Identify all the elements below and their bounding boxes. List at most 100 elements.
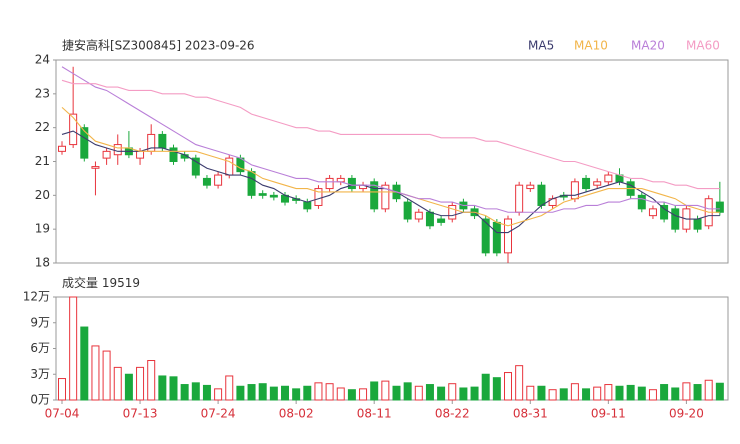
legend-entry: MA20 [631, 39, 665, 53]
volume-bar [69, 296, 78, 401]
volume-bar [459, 387, 468, 401]
volume-bar [303, 385, 312, 401]
x-tick-label: 08-02 [279, 407, 314, 421]
volume-bar [281, 385, 289, 401]
volume-bar [80, 326, 89, 401]
candle-body [314, 188, 323, 206]
candle-body [437, 218, 446, 223]
y-tick-label: 21 [35, 154, 50, 168]
candle-body [492, 221, 501, 254]
volume-last: 19519 [102, 276, 140, 290]
candle-body [593, 181, 602, 186]
candle-body [481, 218, 490, 254]
candle-body [202, 177, 211, 186]
ma-line [61, 79, 720, 190]
x-tick-label: 08-11 [357, 407, 392, 421]
volume-bar [526, 385, 535, 401]
ma-line [61, 106, 720, 227]
volume-tick-label: 0万 [30, 393, 50, 407]
volume-bar [247, 384, 256, 401]
volume-bar [147, 360, 156, 401]
volume-bar [425, 384, 434, 401]
volume-bar [448, 383, 457, 401]
volume-bar [604, 384, 613, 401]
legend-entry: MA60 [686, 39, 720, 53]
volume-bar [715, 382, 724, 401]
volume-bar [191, 382, 200, 401]
volume-bar [370, 381, 379, 401]
candle-body [582, 177, 591, 190]
volume-bar [58, 378, 66, 401]
volume-bar [91, 345, 100, 401]
y-tick-label: 24 [35, 53, 50, 67]
x-tick-label: 07-13 [123, 407, 158, 421]
candle-body [269, 194, 278, 198]
volume-bar [548, 389, 557, 401]
y-tick-label: 23 [35, 86, 50, 100]
volume-frame [55, 296, 729, 401]
volume-bar [660, 384, 669, 401]
x-tick-label: 07-24 [201, 407, 236, 421]
x-tick-label: 09-20 [669, 407, 704, 421]
candle-body [58, 145, 66, 152]
candle-body [136, 150, 145, 159]
candle-body [515, 184, 524, 213]
volume-bar [693, 384, 702, 401]
x-tick-label: 07-04 [45, 407, 80, 421]
candle-body [637, 194, 646, 210]
volume-bar [347, 389, 356, 401]
y-tick-label: 18 [35, 256, 50, 270]
candle-body [191, 157, 200, 176]
candle-body [113, 144, 122, 156]
volume-bar [582, 388, 591, 401]
volume-bar [214, 388, 223, 401]
candle-body [537, 184, 546, 206]
volume-bar [682, 382, 691, 401]
volume-bar [169, 376, 178, 401]
candle-body [414, 211, 423, 220]
candle-body [69, 113, 78, 146]
candle-body [102, 150, 111, 159]
volume-bar [671, 387, 680, 401]
volume-bar [158, 375, 167, 401]
candle-body [158, 133, 167, 149]
candle-body [169, 147, 178, 162]
candle-body [258, 193, 267, 196]
ma-line [61, 66, 720, 213]
volume-tick-label: 12万 [23, 290, 50, 304]
volume-bar [626, 384, 635, 401]
candle-body [214, 174, 223, 186]
volume-tick-label: 6万 [30, 341, 50, 355]
volume-bar [269, 386, 278, 401]
candle-body [80, 127, 89, 159]
candle-body [91, 166, 100, 169]
volume-bar [615, 385, 624, 401]
volume-bar [593, 386, 602, 401]
candle-body [715, 201, 724, 213]
price-frame [55, 59, 729, 264]
candle-body [303, 201, 312, 210]
candle-body [381, 184, 390, 210]
volume-bar [202, 384, 211, 401]
y-tick-label: 19 [35, 222, 50, 236]
volume-bar [637, 386, 646, 401]
volume-bar [359, 388, 368, 401]
volume-bar [124, 373, 133, 401]
volume-bar [570, 383, 579, 401]
candle-body [660, 204, 669, 220]
volume-bar [180, 384, 189, 401]
volume-bar [236, 385, 245, 401]
x-tick-label: 08-22 [435, 407, 470, 421]
volume-bar [258, 383, 267, 401]
candle-body [403, 201, 412, 220]
volume-label: 成交量 [62, 275, 98, 290]
volume-bar [481, 373, 490, 401]
candle-body [325, 177, 334, 190]
volume-tick-label: 9万 [30, 315, 50, 329]
candle-body [448, 204, 457, 220]
volume-bar [414, 385, 423, 401]
volume-bar [336, 387, 345, 401]
volume-bar [704, 379, 713, 401]
volume-bar [113, 366, 122, 401]
